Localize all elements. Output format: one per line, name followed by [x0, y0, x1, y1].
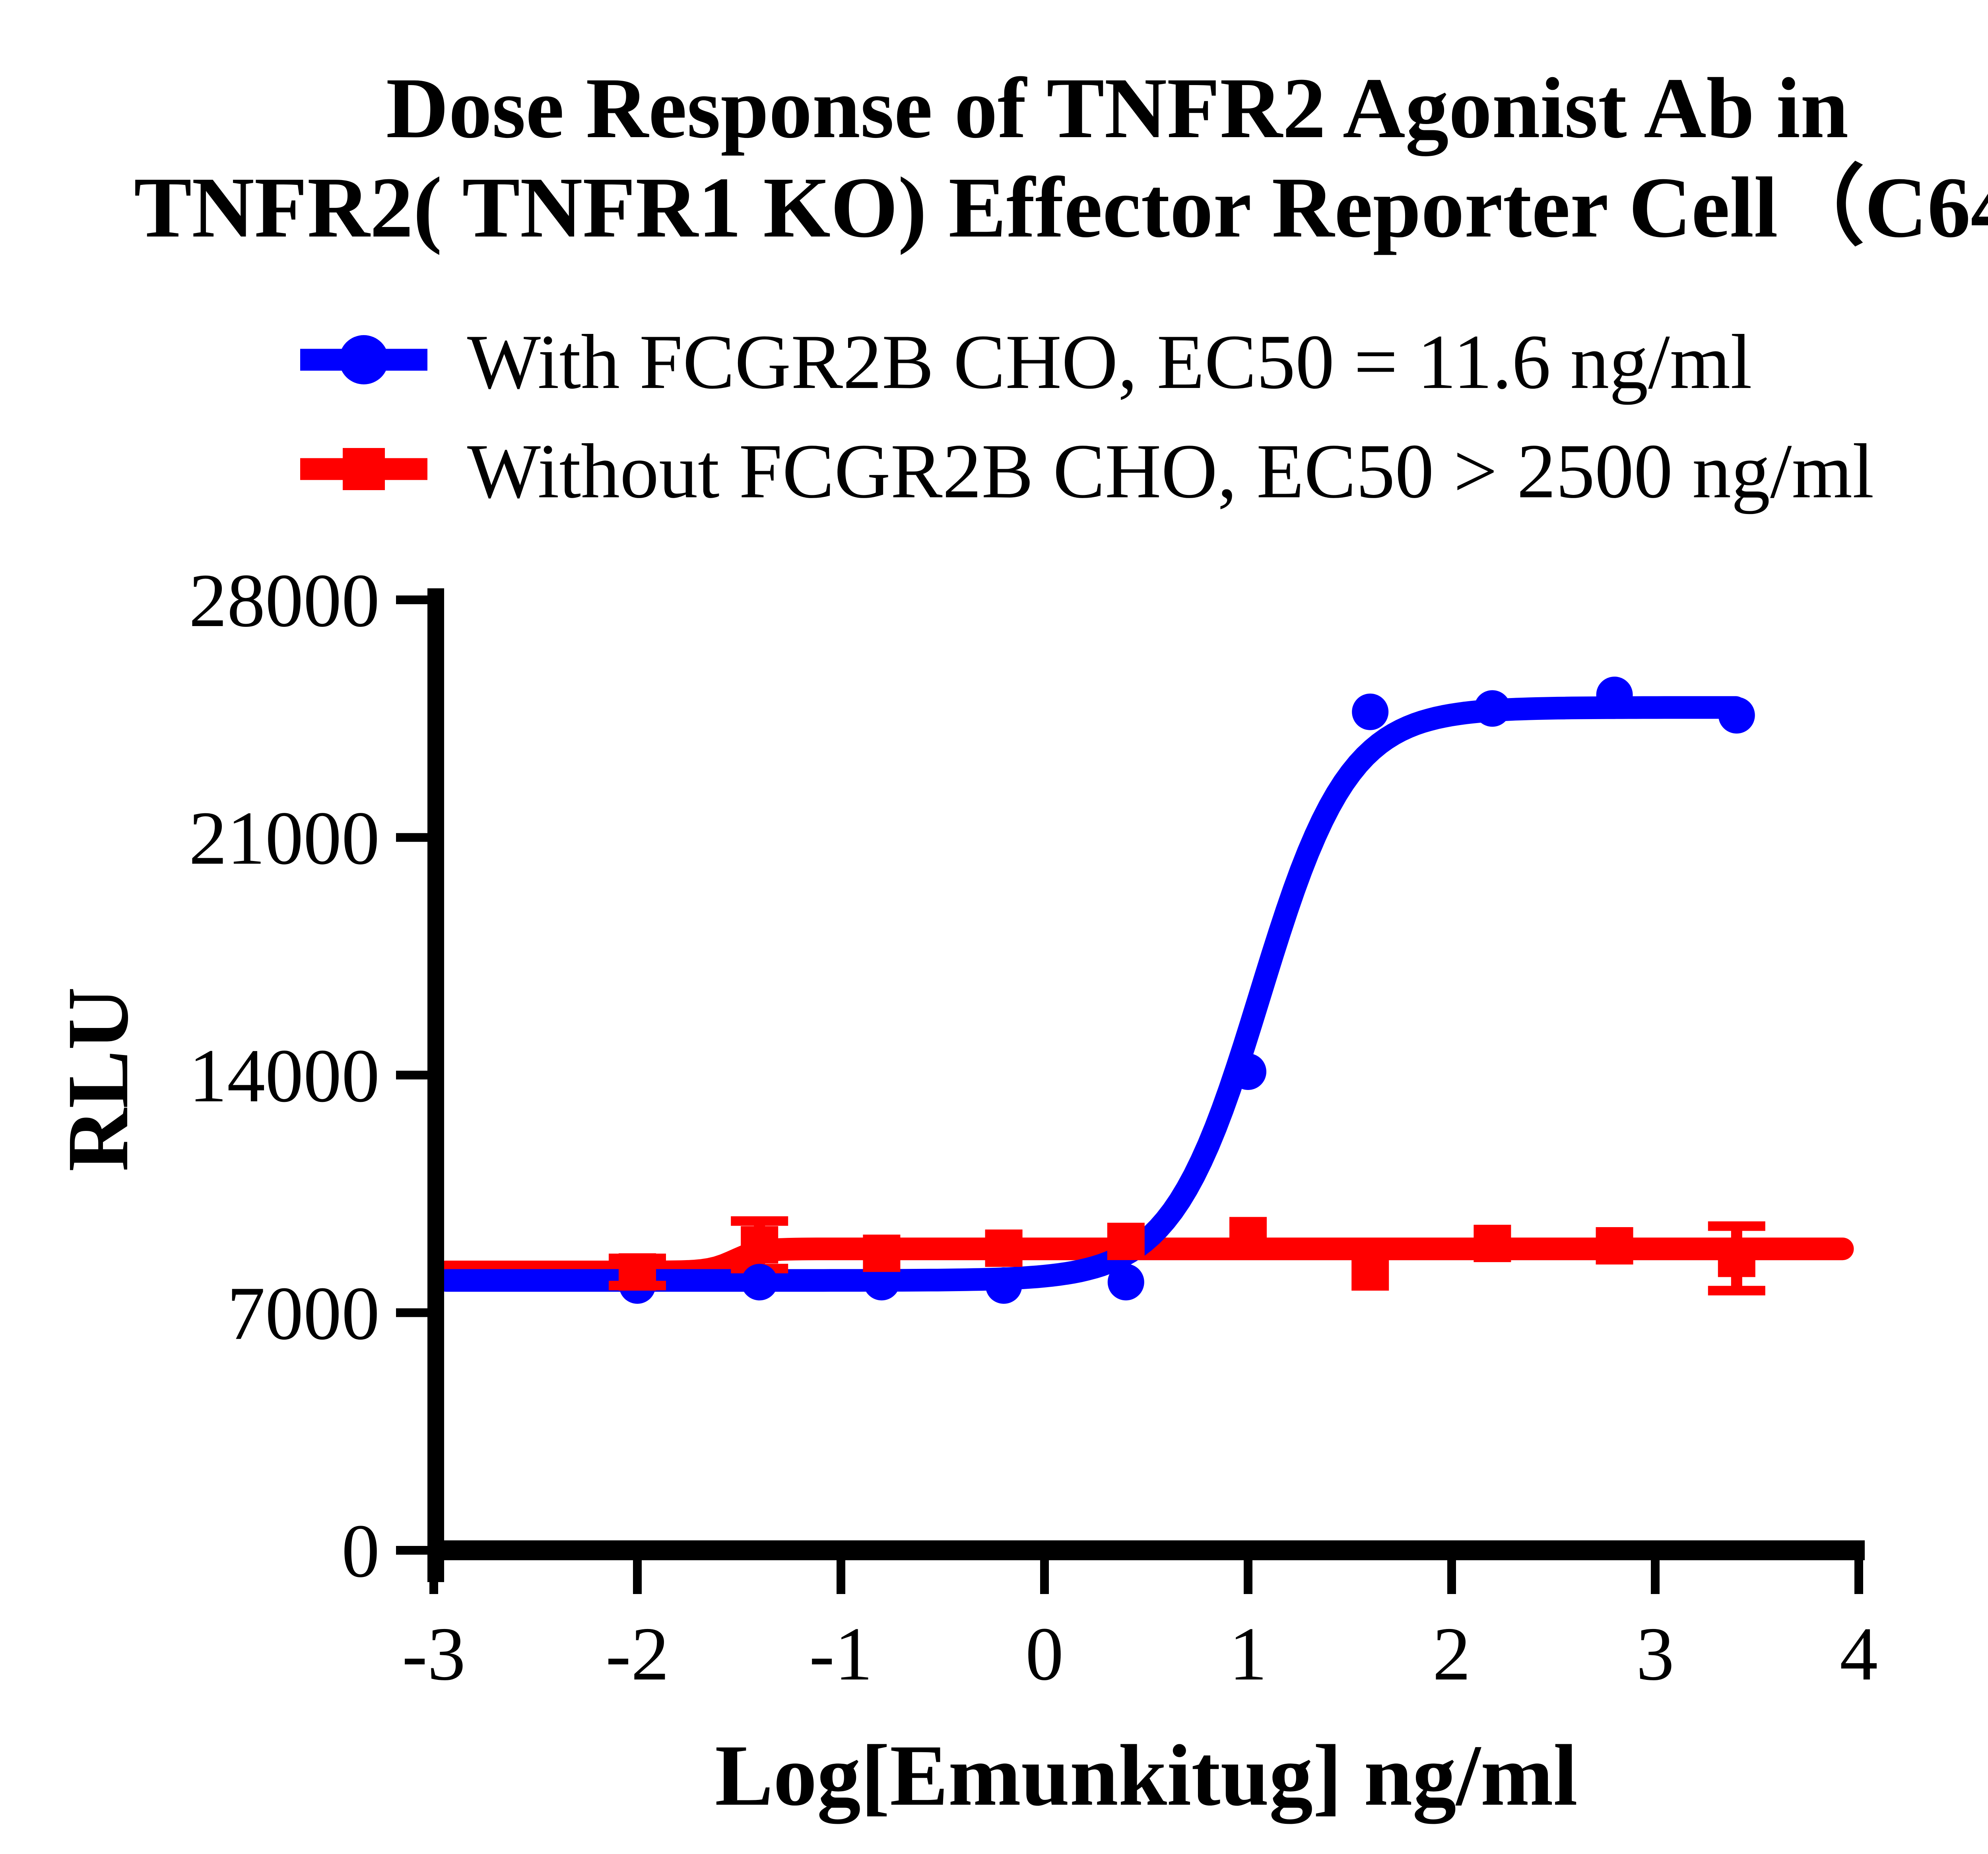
data-point-circle [985, 1267, 1022, 1304]
legend-label-without-fcgr2b: Without FCGR2B CHO, EC50 > 2500 ng/ml [467, 428, 1874, 514]
data-point-square [1596, 1227, 1633, 1265]
y-tick [396, 1546, 427, 1555]
data-point-square [1718, 1239, 1755, 1277]
x-tick-label: 4 [1840, 1612, 1878, 1696]
x-axis-title: Log[Emunkitug] ng/ml [715, 1727, 1578, 1824]
x-tick [1854, 1560, 1863, 1594]
y-tick [396, 1071, 427, 1080]
plot-area: 0 7000 14000 21000 28000 -3 -2 -1 0 1 2 3 4 [189, 558, 1878, 1696]
y-tick-label: 14000 [189, 1034, 380, 1118]
y-axis-line [427, 588, 444, 1582]
x-axis-line [427, 1540, 1865, 1560]
data-point-circle [741, 1264, 778, 1301]
y-tick-label: 21000 [189, 796, 380, 880]
y-tick [396, 595, 427, 604]
data-point-square [619, 1253, 656, 1291]
x-tick-label: 1 [1229, 1612, 1267, 1696]
data-point-circle [1107, 1264, 1144, 1301]
data-point-square [985, 1230, 1023, 1267]
legend-item-without-fcgr2b: Without FCGR2B CHO, EC50 > 2500 ng/ml [300, 428, 1874, 514]
x-tick [1040, 1560, 1049, 1594]
data-point-circle [1718, 697, 1755, 734]
chart-title-line2: TNFR2( TNFR1 KO) Effector Reporter Cell（… [134, 160, 1988, 256]
data-point-square [1351, 1253, 1389, 1291]
x-tick [429, 1560, 438, 1594]
x-tick-label: -1 [809, 1612, 873, 1696]
data-point-circle [1230, 1053, 1266, 1090]
data-point-square [863, 1234, 901, 1272]
legend-circle-marker-icon [339, 335, 388, 384]
x-tick [1244, 1560, 1252, 1594]
data-point-square [1474, 1225, 1511, 1263]
x-tick-label: -3 [402, 1612, 466, 1696]
x-tick [633, 1560, 642, 1594]
data-point-circle [1352, 693, 1389, 730]
data-point-square [741, 1226, 779, 1264]
legend-square-marker-icon [343, 448, 385, 490]
chart-title-line1: Dose Response of TNFR2 Agonist Ab in [386, 60, 1848, 156]
x-tick-label: 0 [1025, 1612, 1064, 1696]
y-axis-title: RLU [49, 987, 146, 1172]
error-bar-cap [1708, 1221, 1765, 1231]
x-tick-label: -2 [606, 1612, 669, 1696]
fit-curve-blue [435, 696, 1747, 1292]
data-point-circle [1474, 690, 1511, 727]
x-tick-label: 3 [1636, 1612, 1674, 1696]
data-point-circle [863, 1264, 900, 1301]
y-tick-label: 28000 [189, 558, 380, 643]
y-tick-label: 7000 [227, 1271, 380, 1356]
x-tick [1447, 1560, 1456, 1594]
x-tick [1651, 1560, 1660, 1594]
error-bar-cap [731, 1216, 788, 1226]
data-point-square [1229, 1217, 1267, 1255]
legend: With FCGR2B CHO, EC50 = 11.6 ng/ml Witho… [300, 319, 1874, 514]
x-tick [837, 1560, 845, 1594]
x-tick-label: 2 [1433, 1612, 1471, 1696]
y-tick [396, 833, 427, 842]
y-tick-label: 0 [342, 1509, 380, 1593]
error-bar-cap [1708, 1286, 1765, 1295]
legend-label-with-fcgr2b: With FCGR2B CHO, EC50 = 11.6 ng/ml [467, 319, 1752, 405]
data-point-circle [1596, 677, 1633, 714]
legend-item-with-fcgr2b: With FCGR2B CHO, EC50 = 11.6 ng/ml [300, 319, 1752, 405]
y-tick [396, 1308, 427, 1317]
data-point-square [1107, 1222, 1145, 1260]
